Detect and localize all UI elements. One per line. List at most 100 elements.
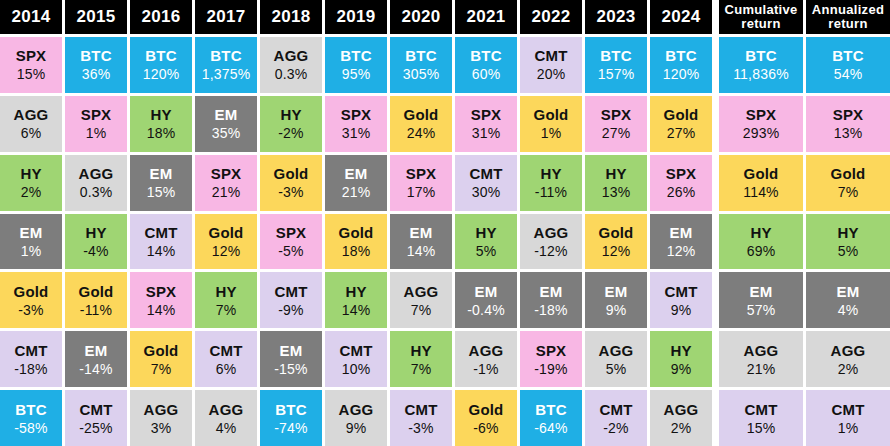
- asset-label: CMT: [469, 165, 502, 182]
- asset-label: SPX: [211, 165, 242, 182]
- return-cell: HY-4%: [65, 214, 127, 270]
- return-value: 1,375%: [202, 66, 251, 82]
- return-cell: SPX31%: [325, 96, 387, 152]
- return-value: 27%: [602, 125, 631, 141]
- return-value: 3%: [151, 420, 172, 436]
- column-2015: 2015BTC36%SPX1%AGG0.3%HY-4%Gold-11%EM-14…: [65, 0, 127, 446]
- return-value: 60%: [472, 66, 501, 82]
- asset-label: EM: [605, 283, 628, 300]
- asset-label: EM: [345, 165, 368, 182]
- return-cell: SPX14%: [130, 272, 192, 328]
- return-value: 13%: [834, 125, 863, 141]
- asset-label: CMT: [144, 224, 177, 241]
- return-value: 13%: [602, 184, 631, 200]
- return-value: 5%: [476, 243, 497, 259]
- asset-label: EM: [280, 342, 303, 359]
- return-cell: EM35%: [195, 96, 257, 152]
- return-cell: BTC95%: [325, 37, 387, 93]
- return-cell: Gold-11%: [65, 272, 127, 328]
- return-value: 12%: [212, 243, 241, 259]
- return-value: 10%: [342, 361, 371, 377]
- column-annualized-return: Annualized returnBTC54%SPX13%Gold7%HY5%E…: [806, 0, 890, 446]
- column-header: 2024: [650, 0, 712, 34]
- asset-label: Gold: [831, 165, 866, 182]
- return-cell: Gold27%: [650, 96, 712, 152]
- return-cell: CMT6%: [195, 331, 257, 387]
- asset-label: HY: [215, 283, 236, 300]
- return-value: 12%: [602, 243, 631, 259]
- return-cell: Gold114%: [719, 155, 803, 211]
- return-cell: SPX-5%: [260, 214, 322, 270]
- asset-label: HY: [475, 224, 496, 241]
- asset-label: Gold: [14, 283, 49, 300]
- return-cell: SPX15%: [0, 37, 62, 93]
- return-value: -18%: [534, 302, 567, 318]
- return-cell: BTC120%: [650, 37, 712, 93]
- column-2020: 2020BTC305%Gold24%SPX17%EM14%AGG7%HY7%CM…: [390, 0, 452, 446]
- asset-label: BTC: [535, 401, 566, 418]
- return-value: 12%: [667, 243, 696, 259]
- column-header: 2022: [520, 0, 582, 34]
- return-value: 14%: [147, 243, 176, 259]
- return-cell: CMT30%: [455, 155, 517, 211]
- return-cell: AGG6%: [0, 96, 62, 152]
- asset-label: BTC: [600, 47, 631, 64]
- column-cumulative-return: Cumulative returnBTC11,836%SPX293%Gold11…: [719, 0, 803, 446]
- return-value: -11%: [535, 184, 567, 200]
- return-cell: HY2%: [0, 155, 62, 211]
- return-cell: HY5%: [806, 214, 890, 270]
- asset-label: HY: [345, 283, 366, 300]
- return-cell: CMT-25%: [65, 390, 127, 446]
- return-value: 157%: [598, 66, 635, 82]
- return-cell: SPX13%: [806, 96, 890, 152]
- asset-label: EM: [215, 106, 238, 123]
- asset-label: SPX: [406, 165, 437, 182]
- column-2022: 2022CMT20%Gold1%HY-11%AGG-12%EM-18%SPX-1…: [520, 0, 582, 446]
- return-value: 21%: [747, 361, 776, 377]
- return-cell: Gold12%: [585, 214, 647, 270]
- return-value: -1%: [473, 361, 499, 377]
- return-cell: AGG2%: [806, 331, 890, 387]
- return-cell: CMT15%: [719, 390, 803, 446]
- return-value: 2%: [838, 361, 859, 377]
- asset-label: EM: [670, 224, 693, 241]
- asset-label: HY: [540, 165, 561, 182]
- asset-label: EM: [85, 342, 108, 359]
- return-cell: AGG2%: [650, 390, 712, 446]
- return-cell: SPX17%: [390, 155, 452, 211]
- return-cell: CMT10%: [325, 331, 387, 387]
- asset-label: AGG: [339, 401, 374, 418]
- return-cell: EM 12%: [650, 214, 712, 270]
- return-cell: SPX1%: [65, 96, 127, 152]
- return-value: 14%: [407, 243, 436, 259]
- return-value: 5%: [606, 361, 627, 377]
- return-value: 9%: [606, 302, 627, 318]
- asset-label: AGG: [664, 401, 699, 418]
- column-2019: 2019BTC95%SPX31%EM21%Gold18%HY14%CMT10%A…: [325, 0, 387, 446]
- asset-label: SPX: [81, 106, 112, 123]
- asset-label: SPX: [471, 106, 502, 123]
- return-value: 9%: [346, 420, 367, 436]
- asset-label: EM: [475, 283, 498, 300]
- return-value: 15%: [17, 66, 46, 82]
- column-2023: 2023BTC157%SPX27%HY13%Gold12%EM9%AGG5%CM…: [585, 0, 647, 446]
- asset-label: AGG: [274, 47, 309, 64]
- asset-label: HY: [670, 342, 691, 359]
- asset-label: HY: [605, 165, 626, 182]
- column-2024: 2024BTC120%Gold27%SPX26%EM12%CMT9%HY9%AG…: [650, 0, 712, 446]
- return-cell: CMT-18%: [0, 331, 62, 387]
- asset-label: SPX: [341, 106, 372, 123]
- asset-label: CMT: [534, 47, 567, 64]
- return-value: 2%: [21, 184, 42, 200]
- asset-label: Gold: [469, 401, 504, 418]
- asset-label: CMT: [209, 342, 242, 359]
- return-value: 7%: [216, 302, 237, 318]
- asset-label: HY: [750, 224, 771, 241]
- asset-label: CMT: [79, 401, 112, 418]
- return-value: 54%: [834, 66, 863, 82]
- return-cell: BTC36%: [65, 37, 127, 93]
- return-cell: Gold24%: [390, 96, 452, 152]
- asset-label: AGG: [534, 224, 569, 241]
- asset-label: Gold: [339, 224, 374, 241]
- asset-label: Gold: [534, 106, 569, 123]
